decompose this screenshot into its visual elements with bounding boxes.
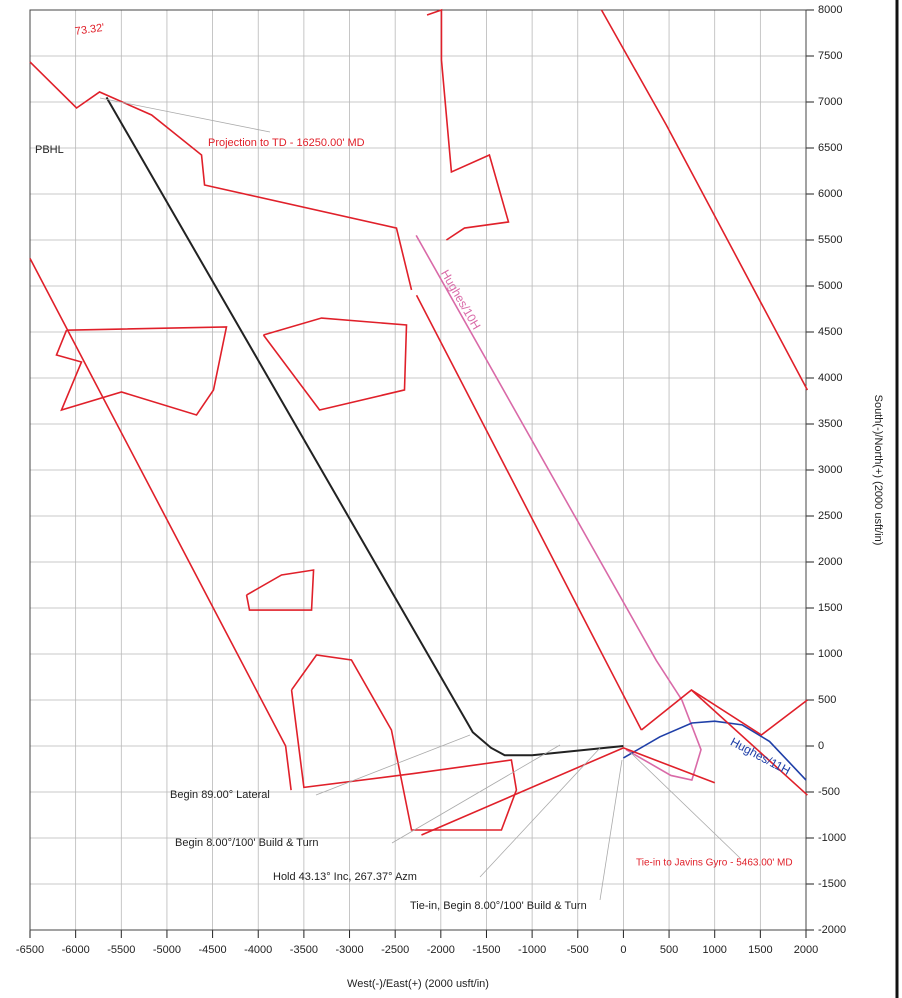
x-tick-label: 1000: [702, 944, 726, 956]
annotation: Begin 8.00°/100' Build & Turn: [175, 837, 318, 849]
annotation: Projection to TD - 16250.00' MD: [208, 137, 365, 149]
y-tick-label: 4000: [818, 372, 842, 384]
x-tick-label: 2000: [794, 944, 818, 956]
x-tick-label: -1500: [472, 944, 500, 956]
y-tick-label: 6000: [818, 188, 842, 200]
y-axis-title: South(-)/North(+) (2000 usft/in): [872, 395, 884, 546]
leader-line: [599, 759, 623, 901]
annotation: Tie-in, Begin 8.00°/100' Build & Turn: [410, 900, 587, 912]
y-tick-label: -500: [818, 786, 840, 798]
leader-line: [99, 97, 271, 133]
series-line: [640, 688, 808, 736]
y-tick-label: 2000: [818, 556, 842, 568]
y-tick-label: 3500: [818, 418, 842, 430]
leader-line: [479, 747, 601, 878]
annotation: Hold 43.13° Inc, 267.37° Azm: [273, 871, 417, 883]
annotation: 73.32': [74, 22, 105, 38]
y-tick-label: -1000: [818, 832, 846, 844]
x-tick-label: 0: [620, 944, 626, 956]
series-line: [415, 235, 702, 781]
x-tick-label: -5000: [153, 944, 181, 956]
series-line: [262, 317, 408, 411]
plot-frame: [29, 9, 807, 931]
y-tick-label: 7500: [818, 50, 842, 62]
annotation: Begin 89.00° Lateral: [170, 789, 270, 801]
x-tick-label: -2500: [381, 944, 409, 956]
x-tick-label: 1500: [748, 944, 772, 956]
y-tick-label: 8000: [818, 4, 842, 16]
y-tick-label: 2500: [818, 510, 842, 522]
x-tick-label: 500: [660, 944, 678, 956]
x-tick-label: -3000: [335, 944, 363, 956]
series-line: [29, 61, 413, 291]
x-tick-label: -4000: [244, 944, 272, 956]
y-tick-label: 0: [818, 740, 824, 752]
y-tick-label: -1500: [818, 878, 846, 890]
annotation: PBHL: [35, 144, 64, 156]
series-line: [600, 9, 809, 391]
series-line: [55, 326, 228, 416]
y-tick-label: 1000: [818, 648, 842, 660]
y-tick-label: 5500: [818, 234, 842, 246]
x-tick-label: -6000: [62, 944, 90, 956]
series-line: [690, 689, 808, 796]
y-tick-label: 3000: [818, 464, 842, 476]
series-line: [421, 746, 715, 836]
series-line: [29, 258, 292, 791]
x-axis-title: West(-)/East(+) (2000 usft/in): [347, 978, 489, 990]
x-tick-label: -1000: [518, 944, 546, 956]
series-line: [105, 96, 624, 757]
x-tick-label: -4500: [199, 944, 227, 956]
y-tick-label: 6500: [818, 142, 842, 154]
y-tick-label: 1500: [818, 602, 842, 614]
x-tick-label: -2000: [427, 944, 455, 956]
series-line: [623, 720, 807, 781]
leader-line: [629, 751, 741, 859]
y-tick-label: -2000: [818, 924, 846, 936]
leader-line: [315, 734, 471, 796]
leader-line: [391, 744, 561, 844]
y-tick-label: 500: [818, 694, 836, 706]
annotation: Tie-in to Javins Gyro - 5463.00' MD: [636, 858, 793, 869]
y-tick-label: 5000: [818, 280, 842, 292]
x-tick-label: -6500: [16, 944, 44, 956]
series-line: [245, 569, 315, 611]
x-tick-label: -500: [567, 944, 589, 956]
y-tick-label: 4500: [818, 326, 842, 338]
y-tick-label: 7000: [818, 96, 842, 108]
x-tick-label: -5500: [107, 944, 135, 956]
series-line: [426, 8, 510, 241]
series-line: [290, 654, 518, 831]
x-tick-label: -3500: [290, 944, 318, 956]
series-line: [415, 294, 643, 731]
